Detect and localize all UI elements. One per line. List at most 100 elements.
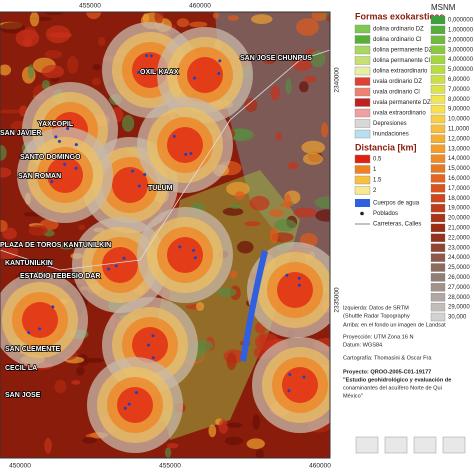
depression xyxy=(134,391,138,395)
terrain xyxy=(216,287,237,297)
legend-label: dolina permanente DZ xyxy=(373,48,433,54)
terrain xyxy=(236,240,254,254)
depression xyxy=(123,406,127,410)
distance-buffer xyxy=(112,167,148,203)
terrain xyxy=(293,207,317,218)
terrain xyxy=(263,59,276,64)
terrain xyxy=(269,209,285,217)
terrain xyxy=(29,12,40,27)
axis-label: 455000 xyxy=(79,3,101,10)
elevation-swatch xyxy=(430,95,446,104)
elevation-label: 2,000000 xyxy=(448,37,474,43)
terrain xyxy=(59,245,73,250)
elevation-label: 13,0000 xyxy=(448,146,470,152)
elevation-label: 1,000000 xyxy=(448,27,474,33)
info-text: Datum: WGS84 xyxy=(343,342,382,348)
terrain xyxy=(234,191,246,200)
elevation-label: 4,000000 xyxy=(448,57,474,63)
terrain xyxy=(311,12,326,22)
depression xyxy=(184,152,188,156)
elevation-swatch xyxy=(430,312,446,322)
elevation-swatch xyxy=(430,164,446,173)
elevation-swatch xyxy=(430,174,446,183)
legend-swatch xyxy=(355,199,370,207)
terrain xyxy=(84,357,104,363)
axis-label: 460000 xyxy=(189,3,211,10)
terrain xyxy=(54,379,67,394)
place-label: SAN JOSE xyxy=(5,392,41,399)
terrain xyxy=(224,436,244,446)
elevation-label: 14,0000 xyxy=(448,156,470,162)
place-label: SAN JAVIER xyxy=(0,130,42,137)
depression xyxy=(218,59,222,63)
legend-label: uvala ordinario DZ xyxy=(373,79,422,85)
legend-label: 1.5 xyxy=(373,178,382,184)
legend-swatch xyxy=(354,154,371,164)
legend-label: Carreteras, Calles xyxy=(373,222,421,228)
legend-label: dolina permanente Cl xyxy=(373,58,430,64)
elevation-label: 15,0000 xyxy=(448,166,470,172)
place-label: PLAZA DE TOROS KANTUNILKIN xyxy=(0,242,111,249)
depression xyxy=(189,151,193,155)
terrain xyxy=(244,221,261,227)
depression xyxy=(151,356,155,360)
legend-swatch xyxy=(354,66,371,76)
depression xyxy=(57,139,61,143)
legend-label: uvala permanente DZ xyxy=(373,100,431,106)
elevation-swatch xyxy=(430,184,446,193)
elevation-swatch xyxy=(430,203,446,213)
elevation-label: 23,0000 xyxy=(448,245,470,251)
terrain xyxy=(296,18,319,36)
info-text: Arriba: en el fondo un imagen de Landsat xyxy=(343,322,446,328)
road xyxy=(0,49,330,271)
elevation-label: 5,000000 xyxy=(448,67,474,73)
terrain xyxy=(229,204,241,209)
depression xyxy=(74,166,78,170)
legend-swatch xyxy=(354,175,371,185)
elevation-label: 25,0000 xyxy=(448,265,470,271)
depression xyxy=(146,343,150,347)
water-body xyxy=(240,250,268,362)
legend-swatch xyxy=(354,129,371,139)
terrain xyxy=(302,153,323,165)
elevation-label: 7,00000 xyxy=(448,87,470,93)
depression xyxy=(137,71,141,75)
elevation-swatch xyxy=(430,85,446,94)
depression xyxy=(51,305,55,309)
elevation-label: 28,0000 xyxy=(448,295,470,301)
terrain xyxy=(229,270,238,279)
place-label: TULUM xyxy=(148,185,173,192)
terrain xyxy=(45,12,64,16)
elevation-swatch xyxy=(430,293,446,302)
elevation-swatch xyxy=(430,45,446,54)
elevation-swatch xyxy=(430,124,446,134)
elevation-label: 21,0000 xyxy=(448,225,470,231)
terrain xyxy=(278,202,293,207)
legend-title: Formas exokarsticas xyxy=(355,11,445,21)
depression xyxy=(217,71,221,75)
elevation-swatch xyxy=(430,243,446,252)
depression xyxy=(50,180,54,184)
distance-buffer xyxy=(117,387,153,423)
terrain xyxy=(91,77,101,86)
legend-swatch xyxy=(354,56,371,65)
elevation-swatch xyxy=(430,35,446,44)
depression xyxy=(38,327,42,331)
elevation-label: 0,000000 xyxy=(448,18,474,24)
axis-label: 460000 xyxy=(309,463,331,470)
elevation-swatch xyxy=(430,55,446,64)
terrain xyxy=(244,98,258,113)
logo xyxy=(413,436,437,454)
elevation-swatch xyxy=(430,253,446,262)
axis-label: 2335000 xyxy=(334,287,341,313)
terrain xyxy=(222,207,244,216)
depression xyxy=(287,389,291,393)
elevation-label: 9,00000 xyxy=(448,107,470,113)
elevation-swatch xyxy=(430,75,446,84)
legend-label: 0.5 xyxy=(373,157,382,163)
legend-label: uvala extraordinario xyxy=(373,111,426,117)
distance-buffer xyxy=(132,327,168,363)
elevation-swatch xyxy=(430,144,446,153)
legend-label: 1 xyxy=(373,167,377,173)
